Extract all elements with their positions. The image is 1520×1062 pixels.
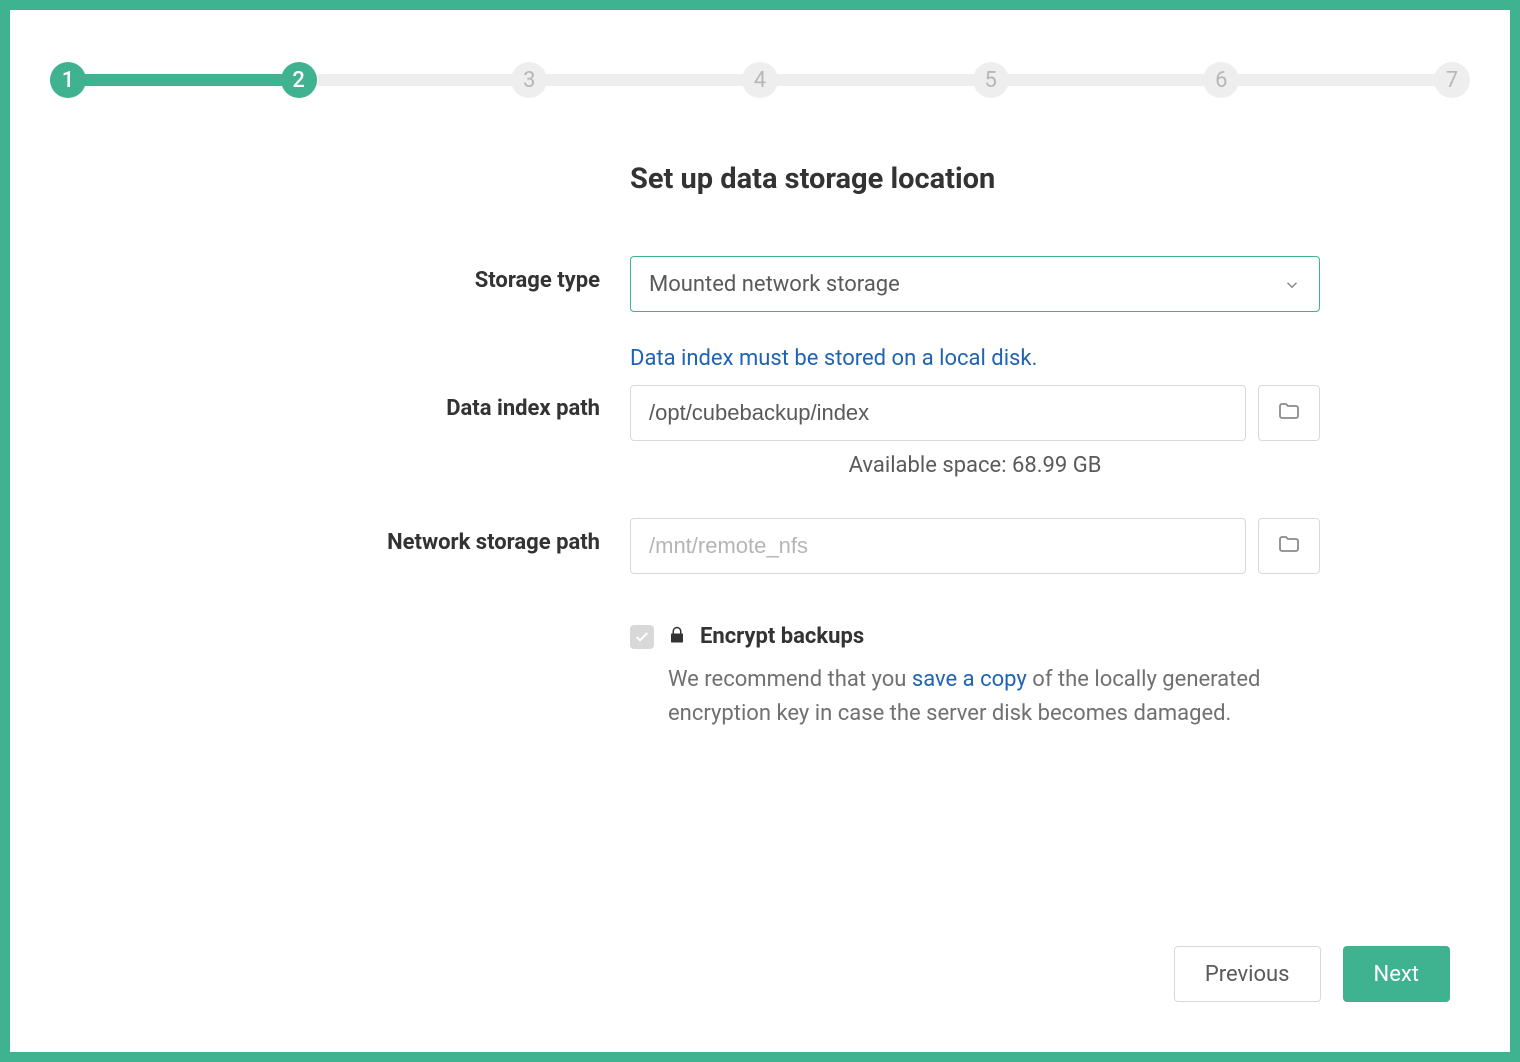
step-node-7[interactable]: 7 [1434,62,1470,98]
storage-type-value: Mounted network storage [649,272,900,297]
encrypt-checkbox[interactable] [630,625,654,649]
encrypt-desc-before: We recommend that you [668,667,912,692]
step-node-2[interactable]: 2 [281,62,317,98]
storage-type-select[interactable]: Mounted network storage [630,256,1320,312]
footer-buttons: Previous Next [1174,946,1450,1002]
folder-icon [1277,532,1301,560]
encrypt-section: Encrypt backups We recommend that you sa… [630,624,1320,731]
row-data-index: Data index path Data index must be store… [200,346,1320,478]
network-path-input-wrapper [630,518,1246,574]
browse-data-index-button[interactable] [1258,385,1320,441]
label-storage-type: Storage type [200,256,630,293]
page-title: Set up data storage location [630,162,1320,196]
available-space: Available space: 68.99 GB [630,453,1320,478]
label-data-index: Data index path [200,346,630,421]
browse-network-path-button[interactable] [1258,518,1320,574]
next-button[interactable]: Next [1343,946,1450,1002]
stepper: 1 2 3 4 5 6 7 [50,58,1470,102]
encrypt-label: Encrypt backups [700,624,864,649]
previous-button[interactable]: Previous [1174,946,1321,1002]
lock-icon [668,626,686,648]
row-storage-type: Storage type Mounted network storage [200,256,1320,312]
label-network-path: Network storage path [200,518,630,555]
folder-icon [1277,399,1301,427]
chevron-down-icon [1283,275,1301,293]
data-index-hint: Data index must be stored on a local dis… [630,346,1320,371]
save-a-copy-link[interactable]: save a copy [912,667,1027,692]
data-index-input[interactable] [649,400,1227,426]
network-path-input[interactable] [649,533,1227,559]
wizard-panel: 1 2 3 4 5 6 7 Set up data storage location Sto… [0,0,1520,1062]
step-node-4[interactable]: 4 [742,62,778,98]
step-node-3[interactable]: 3 [511,62,547,98]
row-network-path: Network storage path [200,518,1320,574]
encrypt-description: We recommend that you save a copy of the… [668,663,1320,731]
step-node-1[interactable]: 1 [50,62,86,98]
step-node-6[interactable]: 6 [1203,62,1239,98]
step-node-5[interactable]: 5 [973,62,1009,98]
data-index-input-wrapper [630,385,1246,441]
